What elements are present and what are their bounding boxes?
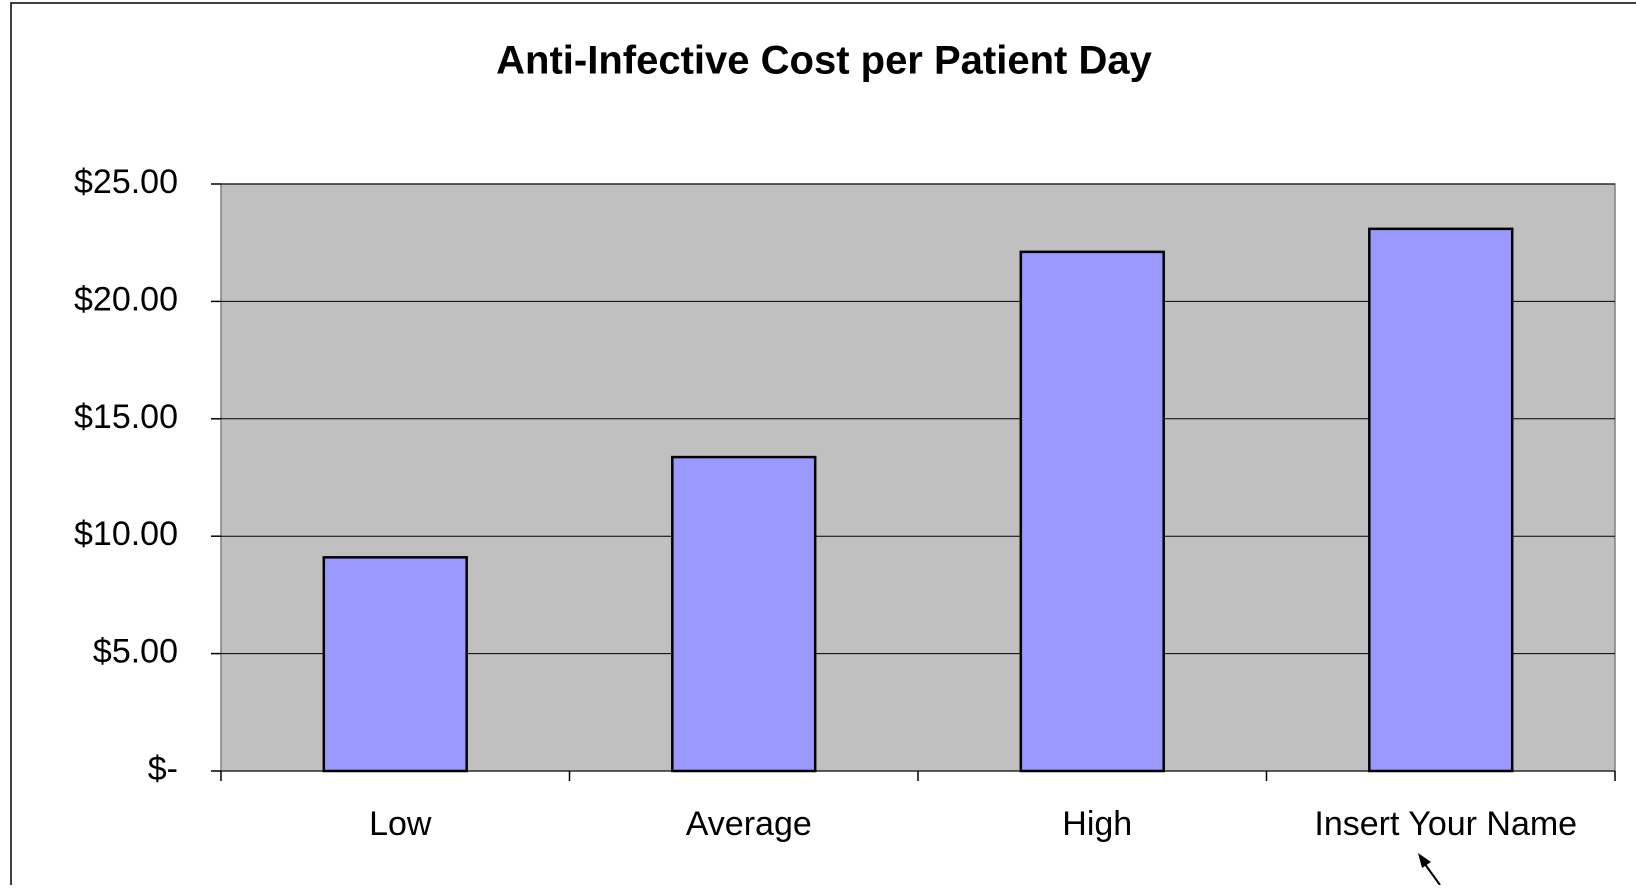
- x-tick-label: Insert Your Name: [1314, 805, 1577, 843]
- y-tick-label: $20.00: [74, 280, 178, 318]
- bar: [671, 455, 817, 773]
- y-tick-label: $15.00: [74, 398, 178, 436]
- bar: [322, 556, 468, 773]
- y-tick-label: $25.00: [74, 163, 178, 201]
- x-tick-label: Low: [369, 805, 432, 843]
- chart-title: Anti-Infective Cost per Patient Day: [496, 39, 1152, 83]
- arrow: [1418, 853, 1441, 886]
- x-tick-label: High: [1062, 805, 1132, 843]
- y-tick-label: $10.00: [74, 515, 178, 553]
- y-tick-label: $-: [148, 750, 178, 788]
- bar: [1019, 250, 1165, 773]
- bar: [1368, 227, 1514, 773]
- y-tick-label: $5.00: [93, 633, 178, 671]
- x-tick-label: Average: [686, 805, 812, 843]
